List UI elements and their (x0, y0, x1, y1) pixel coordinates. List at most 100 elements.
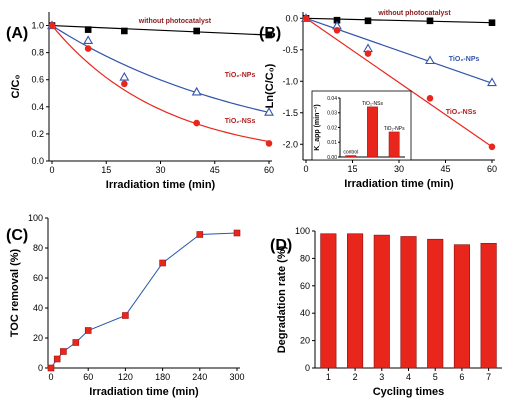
data-point (72, 339, 80, 346)
x-tick-label: 120 (118, 372, 133, 382)
fit-line (305, 17, 493, 148)
data-point (191, 86, 202, 96)
data-point (84, 327, 92, 334)
data-point (426, 17, 434, 25)
x-axis-label: Irradiation time (min) (106, 179, 216, 191)
inset-y-tick-label: 0.00 (327, 155, 337, 161)
x-tick-label: 180 (155, 372, 170, 382)
bar (427, 238, 444, 369)
data-point (425, 55, 435, 65)
x-tick-label: 60 (83, 372, 93, 382)
inset-bar (345, 155, 357, 158)
y-tick-label: 0.0 (285, 13, 298, 23)
inset-bar-label: TiO₂-NPs (384, 126, 405, 132)
data-point (60, 348, 67, 355)
data-point (364, 17, 372, 25)
series-annotation: TiO₂-NSs (225, 118, 256, 125)
y-tick-label: 20 (33, 333, 43, 343)
panel-1: 0.0 0.2 0.4 0.6 0.8 1.0 0 15 30 45 60 Irradiation t… (6, 12, 274, 191)
x-tick-label: 5 (433, 372, 438, 382)
data-point (333, 26, 341, 34)
data-point (121, 27, 128, 35)
data-point (487, 77, 497, 87)
x-tick-label: 60 (264, 165, 274, 175)
bar (373, 234, 390, 369)
x-tick-label: 300 (229, 372, 244, 382)
y-tick-label: 80 (33, 243, 43, 253)
inset-y-axis-label: K_app (min⁻¹) (314, 104, 321, 150)
x-tick-label: 45 (440, 164, 450, 174)
x-tick-label: 30 (155, 165, 165, 175)
data-point (121, 80, 128, 88)
data-point (119, 71, 130, 81)
y-tick-label: 40 (33, 303, 43, 313)
x-tick-label: 6 (459, 372, 464, 382)
data-point (122, 312, 129, 319)
x-tick-label: 7 (486, 372, 491, 382)
x-tick-label: 30 (394, 164, 404, 174)
inset-bar-label: control (343, 150, 358, 156)
x-tick-label: 15 (101, 165, 111, 175)
bar (480, 243, 497, 369)
data-point (264, 107, 274, 116)
data-point (84, 45, 92, 52)
y-tick-label: 100 (28, 213, 43, 223)
inset-bar-label: TiO₂-NSs (362, 101, 383, 107)
y-tick-label: 0.2 (31, 129, 44, 139)
x-tick-label: 60 (487, 164, 497, 174)
x-axis-label: Cycling times (373, 386, 445, 398)
series-line (50, 232, 238, 369)
data-point (159, 259, 166, 267)
bar (320, 233, 337, 369)
x-tick-label: 4 (406, 372, 411, 382)
series-annotation: TiO₂-NPs (449, 56, 480, 63)
panel-2: 0.0 -0.5 -1.0 -1.5 -2.0 0 15 30 45 60 Irradiation … (259, 10, 497, 190)
data-point (84, 26, 92, 33)
data-point (265, 140, 273, 147)
x-tick-label: 1 (326, 372, 331, 382)
y-tick-label: 0.8 (31, 48, 44, 58)
panel-4: 0 20 40 60 80 100 Cycling times Degradation rat… (270, 226, 502, 398)
series-annotation: without photocatalyst (138, 18, 212, 25)
inset-y-tick-label: 0.01 (327, 140, 337, 146)
y-tick-label: 1.0 (31, 21, 44, 31)
data-point (233, 229, 241, 237)
x-tick-label: 2 (353, 372, 358, 382)
data-point (488, 143, 496, 151)
series-annotation: TiO₂-NSs (446, 109, 477, 116)
fit-line (51, 24, 270, 36)
bar (453, 244, 470, 369)
x-tick-label: 15 (347, 164, 357, 174)
panel-label: (A) (6, 25, 28, 42)
inset-y-tick-label: 0.03 (327, 111, 337, 117)
x-axis-label: Irradiation time (min) (89, 386, 199, 398)
y-axis-label: TOC removal (%) (9, 248, 21, 337)
data-point (193, 119, 200, 127)
y-tick-label: -1.0 (282, 76, 298, 86)
inset-bar (367, 106, 378, 158)
series-annotation: without photocatalyst (377, 10, 451, 17)
data-point (302, 14, 310, 22)
x-tick-label: 3 (379, 372, 384, 382)
y-tick-label: 0 (305, 363, 310, 373)
y-tick-label: 60 (33, 273, 43, 283)
x-axis-label: Irradiation time (min) (344, 178, 454, 190)
y-tick-label: 0.0 (31, 156, 44, 166)
y-tick-label: 0.6 (31, 75, 44, 85)
panel-label: (B) (259, 25, 281, 42)
panel-3: 0 20 40 60 80 100 0 60 120 180 240 300 Irradiation t… (6, 213, 245, 398)
data-point (488, 19, 496, 27)
x-tick-label: 0 (303, 164, 308, 174)
y-tick-label: 100 (295, 226, 310, 236)
y-tick-label: 60 (300, 281, 310, 291)
x-tick-label: 240 (192, 372, 207, 382)
y-tick-label: 0 (38, 363, 43, 373)
y-axis-label: C/C₀ (10, 75, 22, 99)
data-point (48, 22, 56, 29)
data-point (426, 94, 434, 102)
y-tick-label: 40 (300, 308, 310, 318)
series-annotation: TiO₂-NPs (225, 72, 256, 79)
data-point (364, 50, 372, 57)
inset-bar (388, 131, 400, 158)
y-tick-label: 0.4 (31, 102, 44, 112)
